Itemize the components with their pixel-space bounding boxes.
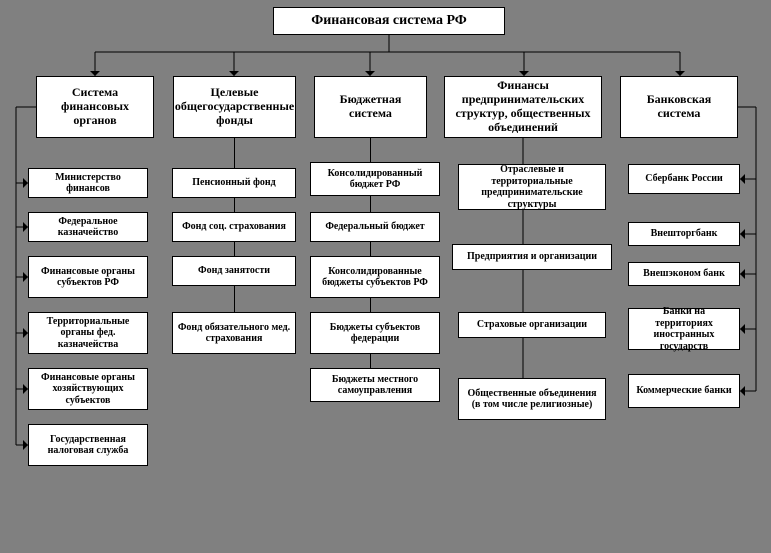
leaf-node-b1-1: Фонд соц. страхования (172, 212, 296, 242)
root-node: Финансовая система РФ (273, 7, 505, 35)
leaf-node-b2-4: Бюджеты местного самоуправления (310, 368, 440, 402)
leaf-node-b4-0: Сбербанк России (628, 164, 740, 194)
leaf-node-b2-3: Бюджеты субъектов федерации (310, 312, 440, 354)
leaf-node-b0-1: Федеральное казначейство (28, 212, 148, 242)
branch-node-0: Система финансовых органов (36, 76, 154, 138)
branch-node-2: Бюджетная система (314, 76, 427, 138)
leaf-node-b2-2: Консолидированные бюджеты субъектов РФ (310, 256, 440, 298)
leaf-node-b3-3: Общественные объединения (в том числе ре… (458, 378, 606, 420)
leaf-node-b1-2: Фонд занятости (172, 256, 296, 286)
leaf-node-b2-1: Федеральный бюджет (310, 212, 440, 242)
leaf-node-b3-1: Предприятия и организации (452, 244, 612, 270)
leaf-node-b0-5: Государственная налоговая служба (28, 424, 148, 466)
leaf-node-b1-0: Пенсионный фонд (172, 168, 296, 198)
branch-node-1: Целевые общегосударственные фонды (173, 76, 296, 138)
leaf-node-b1-3: Фонд обязательного мед. страхования (172, 312, 296, 354)
leaf-node-b0-0: Министерство финансов (28, 168, 148, 198)
leaf-node-b4-3: Банки на территориях иностранных государ… (628, 308, 740, 350)
branch-node-3: Финансы предпринимательских структур, об… (444, 76, 602, 138)
branch-node-4: Банковская система (620, 76, 738, 138)
leaf-node-b3-2: Страховые организации (458, 312, 606, 338)
leaf-node-b3-0: Отраслевые и территориальные предпринима… (458, 164, 606, 210)
leaf-node-b0-2: Финансовые органы субъектов РФ (28, 256, 148, 298)
leaf-node-b4-1: Внешторгбанк (628, 222, 740, 246)
leaf-node-b0-4: Финансовые органы хозяйствующих субъекто… (28, 368, 148, 410)
leaf-node-b2-0: Консолидированный бюджет РФ (310, 162, 440, 196)
leaf-node-b0-3: Территориальные органы фед. казначейства (28, 312, 148, 354)
leaf-node-b4-2: Внешэконом банк (628, 262, 740, 286)
leaf-node-b4-4: Коммерческие банки (628, 374, 740, 408)
